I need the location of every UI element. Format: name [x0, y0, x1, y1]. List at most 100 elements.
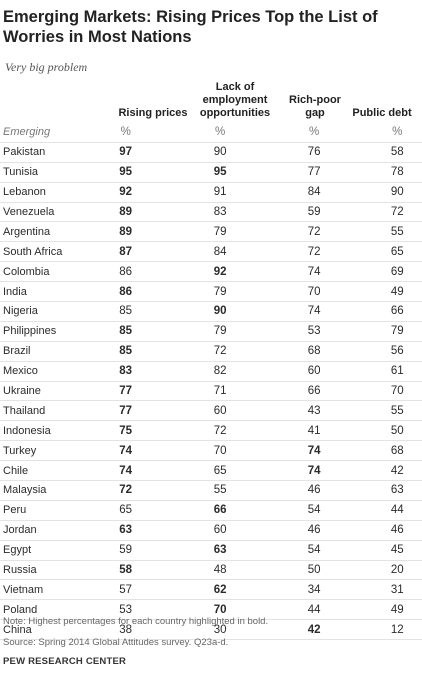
value-cell: 56	[372, 341, 422, 362]
group-label: Emerging	[0, 123, 98, 143]
column-header-lack-of-employment: Lack of employment opportunities	[190, 81, 280, 120]
value-cell: 87	[97, 241, 154, 263]
country-label: India	[0, 281, 98, 303]
value-cell: 50	[372, 420, 422, 442]
country-label: South Africa	[0, 241, 98, 263]
table-row: Poland 53 70 44 49	[0, 599, 422, 621]
value-cell: 90	[190, 142, 250, 163]
table-row: South Africa 87 84 72 65	[0, 241, 422, 263]
table-row: Brazil 85 72 68 56	[0, 341, 422, 362]
value-cell: 44	[289, 599, 339, 621]
value-cell: 65	[372, 241, 422, 263]
value-cell: 54	[289, 540, 339, 561]
country-label: Tunisia	[0, 162, 98, 183]
table-row: Nigeria 85 90 74 66	[0, 301, 422, 322]
table-row: India 86 79 70 49	[0, 281, 422, 303]
table-row: Peru 65 66 54 44	[0, 500, 422, 521]
value-cell: 95	[190, 162, 250, 183]
country-label: Jordan	[0, 520, 98, 541]
chart-subtitle: Very big problem	[5, 60, 88, 74]
value-cell: 77	[97, 400, 154, 422]
country-label: Peru	[0, 500, 98, 521]
column-header-line: Public debt	[352, 107, 412, 119]
brand-label: PEW RESEARCH CENTER	[3, 656, 127, 667]
value-cell: 85	[97, 341, 154, 362]
column-header-line: Rich-poor	[289, 94, 341, 106]
value-cell: 41	[289, 420, 339, 442]
table-row: Turkey 74 70 74 68	[0, 440, 422, 462]
value-cell: 63	[97, 520, 154, 541]
table-row: Jordan 63 60 46 46	[0, 520, 422, 541]
country-label: Brazil	[0, 341, 98, 362]
column-header-line	[342, 94, 422, 107]
value-cell: 31	[372, 579, 422, 601]
value-cell: 46	[289, 480, 339, 501]
value-cell: 65	[190, 460, 250, 482]
value-cell: 65	[97, 500, 154, 521]
unit-label: %	[97, 123, 154, 143]
value-cell: 74	[289, 440, 339, 462]
value-cell: 95	[97, 162, 154, 183]
value-cell: 68	[289, 341, 339, 362]
table-row: Egypt 59 63 54 45	[0, 540, 422, 561]
value-cell: 74	[289, 460, 339, 482]
country-label: Mexico	[0, 361, 98, 382]
value-cell: 79	[190, 221, 250, 243]
country-label: Chile	[0, 460, 98, 482]
value-cell: 62	[190, 579, 250, 601]
value-cell: 70	[190, 599, 250, 621]
table-row: Malaysia 72 55 46 63	[0, 480, 422, 501]
country-label: Turkey	[0, 440, 98, 462]
country-label: Argentina	[0, 221, 98, 243]
value-cell: 86	[97, 261, 154, 283]
value-cell: 92	[97, 182, 154, 203]
table-row: Thailand 77 60 43 55	[0, 400, 422, 422]
value-cell: 75	[97, 420, 154, 442]
value-cell: 83	[190, 202, 250, 223]
table-row: Argentina 89 79 72 55	[0, 221, 422, 243]
value-cell: 70	[190, 440, 250, 462]
column-header-line: opportunities	[199, 107, 271, 119]
value-cell: 77	[97, 381, 154, 402]
value-cell: 79	[190, 281, 250, 303]
value-cell: 83	[97, 361, 154, 382]
value-cell: 66	[289, 381, 339, 402]
unit-label: %	[190, 123, 250, 143]
value-cell: 66	[190, 500, 250, 521]
value-cell: 91	[190, 182, 250, 203]
value-cell: 50	[289, 560, 339, 581]
value-cell: 66	[372, 301, 422, 322]
country-label: Pakistan	[0, 142, 98, 163]
value-cell: 46	[289, 520, 339, 541]
table-row: Vietnam 57 62 34 31	[0, 579, 422, 601]
country-label: Venezuela	[0, 202, 98, 223]
value-cell: 59	[289, 202, 339, 223]
value-cell: 57	[97, 579, 154, 601]
table-row: China 38 30 42 12	[0, 619, 422, 641]
value-cell: 58	[97, 560, 154, 581]
table-row: Philippines 85 79 53 79	[0, 321, 422, 342]
value-cell: 42	[289, 619, 339, 641]
table-row: Pakistan 97 90 76 58	[0, 142, 422, 163]
source-note: Source: Spring 2014 Global Attitudes sur…	[3, 637, 229, 648]
table-row: Venezuela 89 83 59 72	[0, 202, 422, 223]
value-cell: 85	[97, 321, 154, 342]
value-cell: 84	[190, 241, 250, 263]
value-cell: 70	[289, 281, 339, 303]
unit-label: %	[289, 123, 339, 143]
column-header-public-debt: Public debt	[342, 81, 422, 120]
value-cell: 61	[372, 361, 422, 382]
column-header-line: Rising prices	[118, 107, 188, 119]
value-cell: 97	[97, 142, 154, 163]
value-cell: 89	[97, 202, 154, 223]
unit-label: %	[372, 123, 422, 143]
value-cell: 79	[372, 321, 422, 342]
value-cell: 84	[289, 182, 339, 203]
value-cell: 86	[97, 281, 154, 303]
table-row: Mexico 83 82 60 61	[0, 361, 422, 382]
table-row: Chile 74 65 74 42	[0, 460, 422, 482]
value-cell: 48	[190, 560, 250, 581]
value-cell: 72	[97, 480, 154, 501]
country-label: Ukraine	[0, 381, 98, 402]
value-cell: 74	[289, 301, 339, 322]
